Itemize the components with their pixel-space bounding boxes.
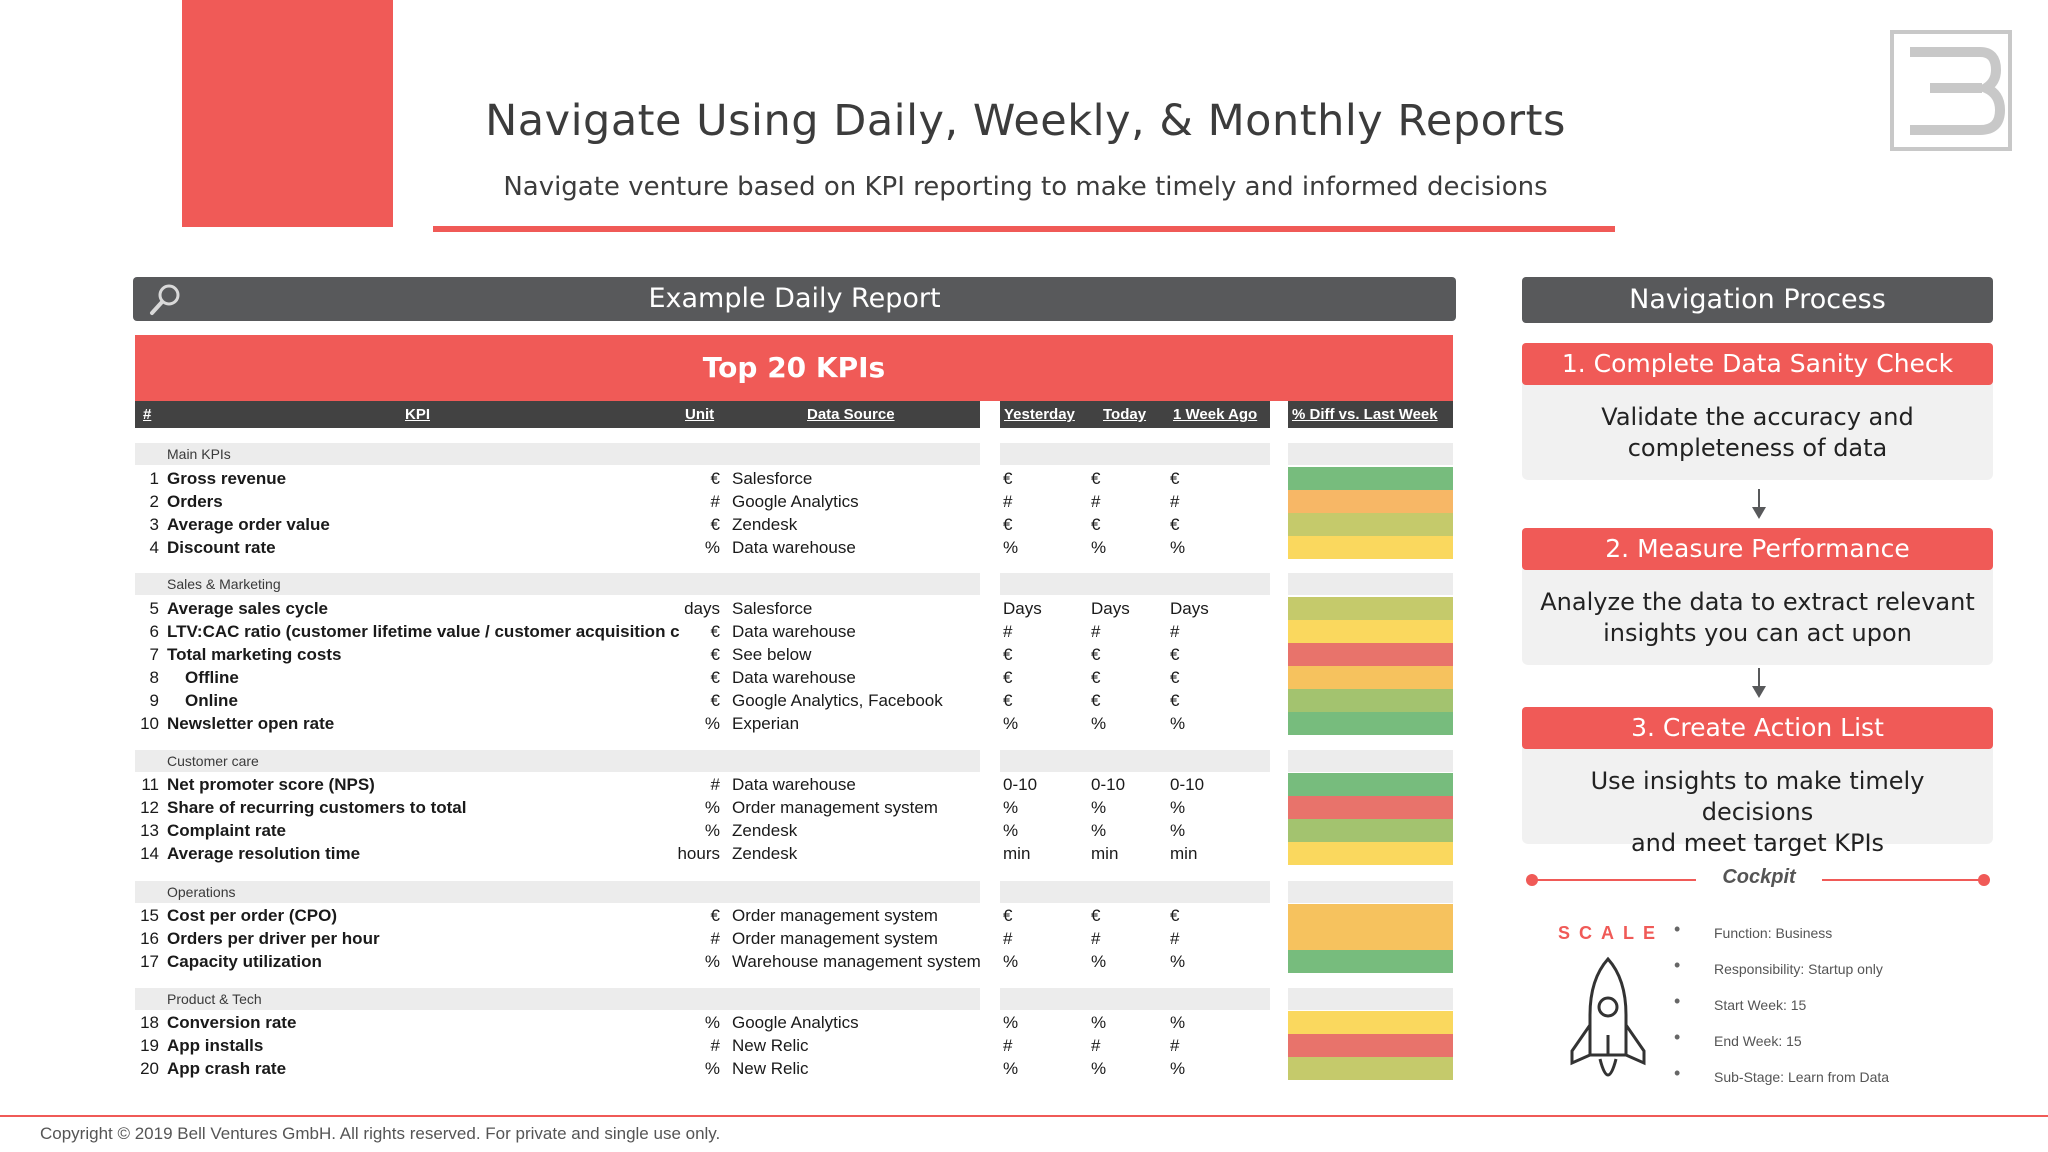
rocket-icon	[1570, 956, 1646, 1077]
diff-indicator	[1288, 536, 1453, 559]
meta-sub-stage: Sub-Stage: Learn from Data	[1670, 1060, 1889, 1100]
report-header: Example Daily Report	[133, 277, 1456, 321]
diff-indicator	[1288, 773, 1453, 796]
col-weekago-header: 1 Week Ago	[1173, 406, 1258, 423]
section-label: Product & Tech	[167, 991, 262, 1007]
diff-indicator	[1288, 904, 1453, 927]
cockpit-dot-right	[1978, 874, 1990, 886]
step-title: 2. Measure Performance	[1522, 528, 1993, 570]
copyright-text: Copyright © 2019 Bell Ventures GmbH. All…	[40, 1124, 721, 1143]
step-card-3: 3. Create Action List Use insights to ma…	[1522, 707, 1993, 857]
title-divider	[433, 226, 1615, 232]
col-kpi-header: KPI	[405, 406, 431, 423]
diff-indicator	[1288, 467, 1453, 490]
search-icon	[150, 284, 180, 315]
col-source-header: Data Source	[807, 406, 895, 423]
diff-indicator	[1288, 620, 1453, 643]
section-label: Main KPIs	[167, 446, 231, 462]
section-label: Sales & Marketing	[167, 576, 281, 592]
col-num-header: #	[143, 406, 152, 423]
arrow-down-icon	[1752, 668, 1766, 698]
table-header-diff: % Diff vs. Last Week	[1288, 401, 1453, 428]
step-body: Validate the accuracy and completeness o…	[1601, 403, 1914, 462]
diff-indicator	[1288, 1057, 1453, 1080]
step-body: Use insights to make timely decisions an…	[1590, 767, 1925, 857]
kpi-banner: Top 20 KPIs	[135, 335, 1453, 401]
diff-indicator	[1288, 819, 1453, 842]
diff-indicator	[1288, 643, 1453, 666]
arrow-down-icon	[1752, 489, 1766, 519]
cockpit-meta-list: Function: Business Responsibility: Start…	[1670, 916, 1889, 1100]
diff-indicator	[1288, 1034, 1453, 1057]
table-header-values: Yesterday Today 1 Week Ago	[1000, 401, 1270, 428]
page-title: Navigate Using Daily, Weekly, & Monthly …	[485, 96, 1566, 146]
col-unit-header: Unit	[685, 406, 715, 423]
meta-responsibility: Responsibility: Startup only	[1670, 952, 1889, 992]
decorative-red-block	[182, 0, 393, 227]
step-title: 3. Create Action List	[1522, 707, 1993, 749]
diff-indicator	[1288, 712, 1453, 735]
bell-ventures-logo	[1890, 30, 2012, 151]
diff-indicator	[1288, 597, 1453, 620]
diff-indicator	[1288, 490, 1453, 513]
footer-divider	[0, 1115, 2048, 1117]
report-title: Example Daily Report	[648, 283, 941, 314]
diff-indicator	[1288, 796, 1453, 819]
cockpit-line-left	[1532, 879, 1696, 881]
cockpit-line-right	[1822, 879, 1984, 881]
diff-indicator	[1288, 950, 1453, 973]
step-body: Analyze the data to extract relevant ins…	[1540, 588, 1975, 647]
diff-indicator	[1288, 1011, 1453, 1034]
col-diff-header: % Diff vs. Last Week	[1292, 406, 1438, 423]
col-today-header: Today	[1103, 406, 1147, 423]
diff-indicator	[1288, 666, 1453, 689]
diff-indicator	[1288, 513, 1453, 536]
diff-indicator	[1288, 689, 1453, 712]
section-label: Customer care	[167, 753, 259, 769]
table-header-left: # KPI Unit Data Source	[135, 401, 980, 428]
cockpit-label: Cockpit	[1722, 866, 1796, 888]
diff-indicator	[1288, 927, 1453, 950]
scale-label: SCALE	[1558, 923, 1665, 943]
navigation-process-header: Navigation Process	[1522, 277, 1993, 323]
meta-function: Function: Business	[1670, 916, 1889, 956]
step-title: 1. Complete Data Sanity Check	[1522, 343, 1993, 385]
meta-end-week: End Week: 15	[1670, 1024, 1889, 1064]
meta-start-week: Start Week: 15	[1670, 988, 1889, 1028]
step-card-2: 2. Measure Performance Analyze the data …	[1522, 528, 1993, 665]
section-label: Operations	[167, 884, 236, 900]
page-subtitle: Navigate venture based on KPI reporting …	[503, 172, 1548, 202]
step-card-1: 1. Complete Data Sanity Check Validate t…	[1522, 343, 1993, 480]
diff-indicator	[1288, 842, 1453, 865]
col-yesterday-header: Yesterday	[1004, 406, 1075, 423]
